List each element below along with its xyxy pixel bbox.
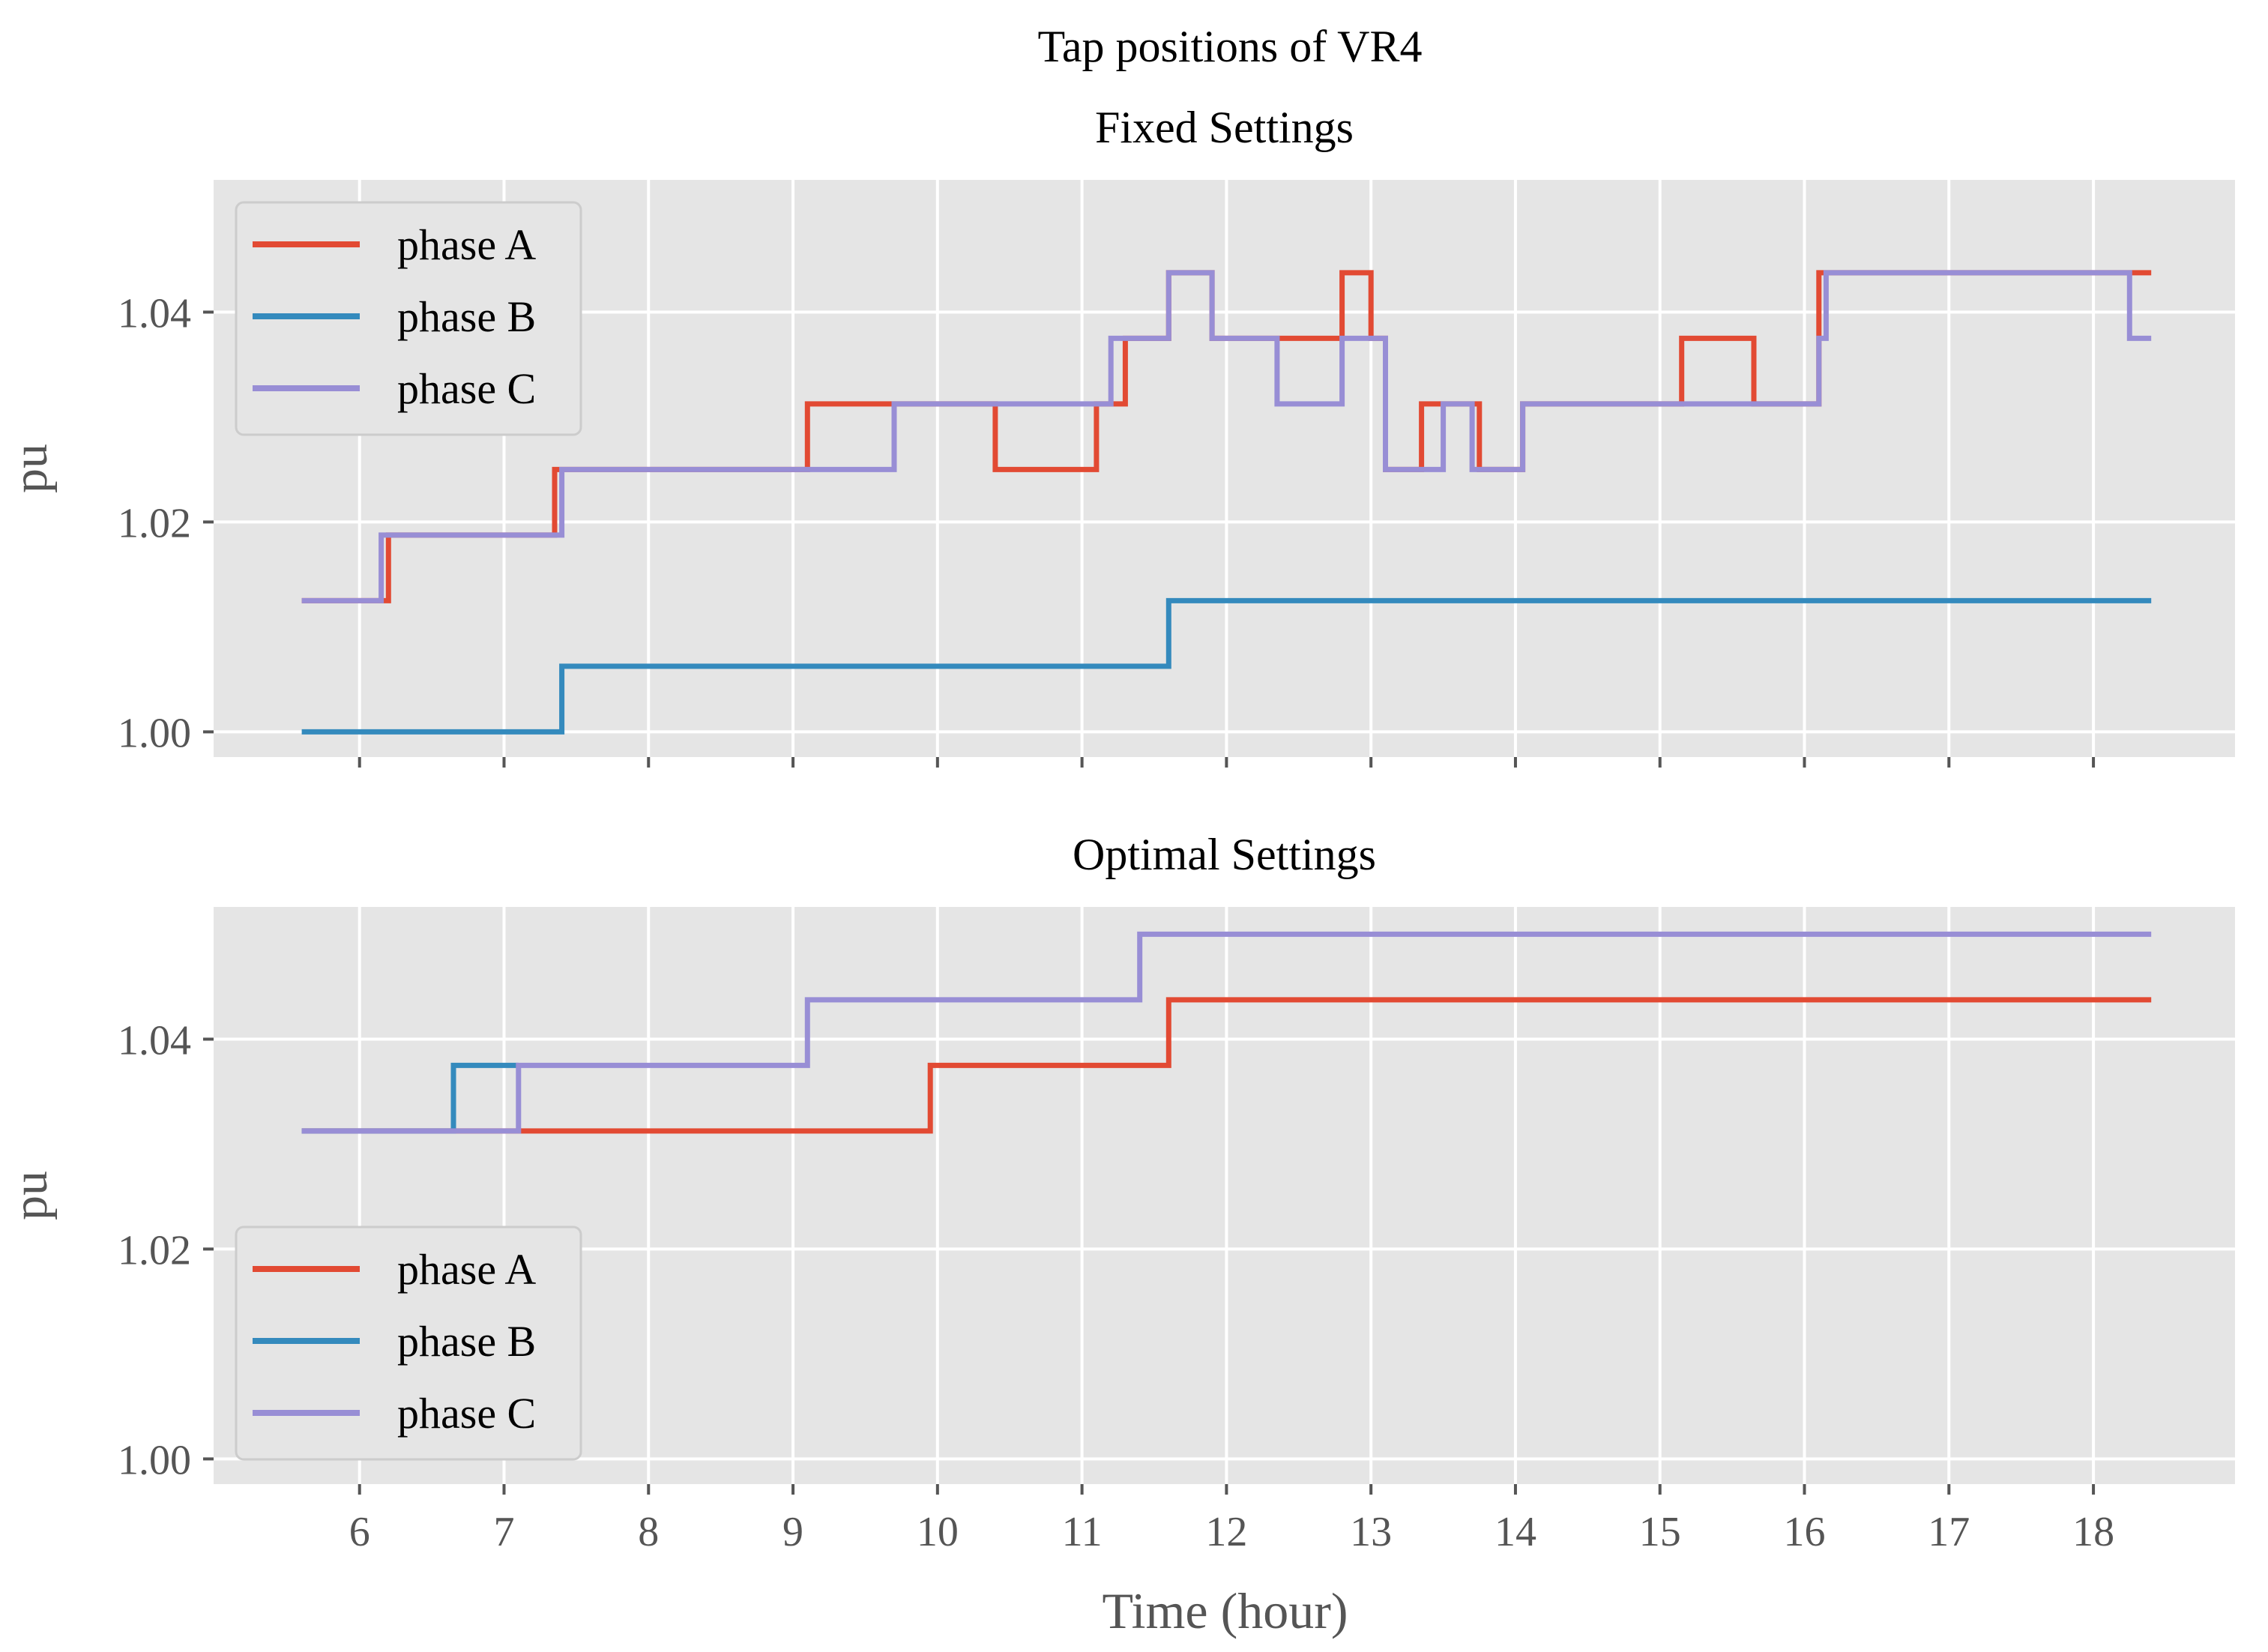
- y-axis-label: pu: [3, 444, 58, 493]
- x-tick-label: 15: [1639, 1509, 1681, 1555]
- y-axis-label: pu: [3, 1171, 58, 1220]
- y-tick-label: 1.00: [118, 710, 191, 756]
- legend-label: phase A: [397, 220, 536, 269]
- y-tick-label: 1.00: [118, 1437, 191, 1483]
- x-tick-label: 6: [349, 1509, 370, 1555]
- x-tick-label: 11: [1062, 1509, 1103, 1555]
- x-tick-label: 7: [493, 1509, 514, 1555]
- y-tick-label: 1.02: [118, 1227, 191, 1273]
- x-tick-label: 13: [1350, 1509, 1392, 1555]
- x-tick-label: 12: [1205, 1509, 1247, 1555]
- legend-box: [235, 201, 582, 436]
- x-tick-label: 8: [638, 1509, 659, 1555]
- series-line-phase-a: [301, 997, 2152, 1134]
- legend-label: phase B: [397, 292, 536, 341]
- legend-label: phase A: [397, 1245, 536, 1294]
- y-tick-label: 1.04: [118, 1017, 191, 1064]
- subplot-optimal-settings: Optimal Settings 6 7 8 9 10 11 12 13 14 15 16 17 18 1.…: [3, 830, 2235, 1639]
- legend: phase A phase B phase C: [235, 201, 582, 436]
- legend-label: phase B: [397, 1317, 536, 1366]
- x-axis-label: Time (hour): [1102, 1582, 1348, 1639]
- subplot-title: Fixed Settings: [1095, 103, 1354, 152]
- legend-label: phase C: [397, 1389, 536, 1438]
- x-tick-label: 16: [1784, 1509, 1826, 1555]
- x-tick-label: 10: [917, 1509, 959, 1555]
- series-line-phase-b: [301, 597, 2152, 735]
- series-line-phase-c: [301, 931, 2152, 1134]
- legend-box: [235, 1226, 582, 1461]
- figure-title: Tap positions of VR4: [1037, 22, 1422, 71]
- subplot-title: Optimal Settings: [1073, 830, 1376, 879]
- series-line-phase-c: [301, 270, 2152, 603]
- x-tick-label: 14: [1495, 1509, 1536, 1555]
- x-tick-label: 17: [1928, 1509, 1970, 1555]
- y-tick-label: 1.02: [118, 500, 191, 546]
- legend-label: phase C: [397, 364, 536, 413]
- x-tick-label: 9: [782, 1509, 803, 1555]
- x-tick-label: 18: [2072, 1509, 2114, 1555]
- legend: phase A phase B phase C: [235, 1226, 582, 1461]
- y-tick-label: 1.04: [118, 290, 191, 337]
